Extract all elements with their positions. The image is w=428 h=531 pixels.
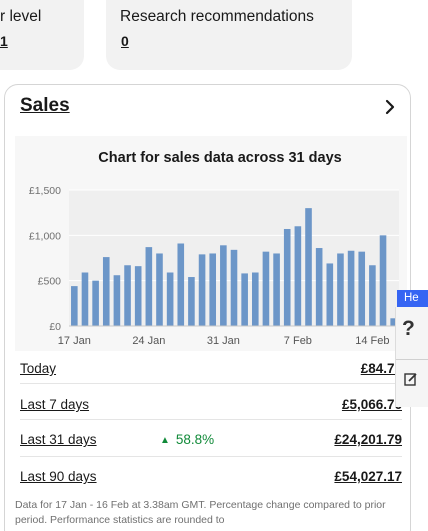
bar [134, 266, 142, 326]
stat-label-last-7-days[interactable]: Last 7 days [20, 397, 90, 412]
bar [273, 253, 280, 326]
help-tab[interactable]: He [397, 290, 428, 307]
x-tick-label: 17 Jan [58, 335, 91, 347]
y-tick-label: £0 [49, 321, 61, 333]
sales-chart: Chart for sales data across 31 days £0 £50… [15, 136, 407, 351]
stat-value-last-90-days[interactable]: £54,027.17 [334, 469, 402, 484]
sales-footnote: Data for 17 Jan - 16 Feb at 3.38am GMT. … [15, 499, 386, 526]
sales-chart-svg: Chart for sales data across 31 days £0 £50… [15, 136, 407, 351]
bar [124, 265, 131, 326]
bar [241, 273, 248, 326]
bar [379, 235, 387, 326]
x-tick-label: 14 Feb [355, 335, 389, 347]
x-tick-label: 24 Jan [132, 335, 165, 347]
y-tick-label: £1,500 [29, 185, 61, 197]
x-tick-label: 7 Feb [284, 335, 312, 347]
divider [20, 419, 402, 420]
stat-value-last-31-days[interactable]: £24,201.79 [334, 432, 402, 447]
bar [262, 251, 270, 326]
bar [315, 248, 323, 326]
divider [20, 456, 402, 457]
bar [230, 249, 238, 326]
bar [113, 275, 121, 326]
research-recommendations-value[interactable]: 0 [121, 33, 129, 49]
stat-label-last-90-days[interactable]: Last 90 days [20, 469, 97, 484]
chevron-right-icon[interactable] [380, 97, 400, 117]
bar [369, 265, 376, 326]
bar [390, 318, 397, 326]
stat-label-last-31-days[interactable]: Last 31 days [20, 432, 97, 447]
bar [337, 253, 344, 326]
seller-level-card: r level 1 [0, 0, 84, 70]
chart-title: Chart for sales data across 31 days [98, 150, 341, 166]
bar [358, 251, 366, 326]
stat-label-today[interactable]: Today [20, 361, 57, 376]
bar [81, 272, 89, 326]
bar [166, 272, 174, 326]
bar [156, 253, 163, 326]
bar [209, 253, 217, 326]
y-tick-label: £500 [38, 276, 62, 288]
bar [283, 228, 291, 326]
bar [347, 250, 355, 326]
stat-row-last-31-days: Last 31 days ▲ 58.8% £24,201.79 [20, 432, 402, 450]
bar [326, 263, 334, 326]
bar [145, 247, 153, 326]
divider [20, 383, 402, 384]
help-divider [396, 359, 428, 360]
bar [177, 243, 185, 326]
research-recommendations-card: Research recommendations 0 [106, 0, 352, 70]
stat-row-last-90-days: Last 90 days £54,027.17 [20, 469, 402, 487]
seller-level-label: r level [0, 8, 42, 25]
stat-change-value: 58.8% [175, 432, 215, 447]
bar [92, 280, 99, 326]
up-triangle-icon: ▲ [160, 435, 170, 446]
bar [305, 208, 312, 326]
stat-value-last-7-days[interactable]: £5,066.76 [341, 397, 402, 412]
x-tick-label: 31 Jan [207, 335, 240, 347]
edit-icon[interactable] [404, 372, 418, 386]
question-mark-icon[interactable]: ? [402, 317, 415, 340]
bar [251, 272, 259, 326]
y-tick-label: £1,000 [29, 230, 61, 242]
bar [102, 257, 110, 326]
help-panel: ? [395, 307, 428, 407]
stat-row-today: Today £84.79 [20, 361, 402, 379]
bar [220, 245, 227, 326]
bar [294, 226, 302, 326]
seller-level-value[interactable]: 1 [0, 33, 8, 49]
bar [71, 286, 78, 326]
bar [198, 254, 206, 326]
stat-row-last-7-days: Last 7 days £5,066.76 [20, 397, 402, 415]
sales-card: Sales Chart for sales data across 31 day… [4, 84, 411, 531]
sales-title[interactable]: Sales [20, 95, 70, 116]
research-recommendations-label: Research recommendations [120, 8, 314, 25]
stat-change-last-31-days: ▲ 58.8% [160, 432, 214, 447]
stat-value-today[interactable]: £84.79 [360, 361, 402, 376]
bar [188, 277, 195, 326]
